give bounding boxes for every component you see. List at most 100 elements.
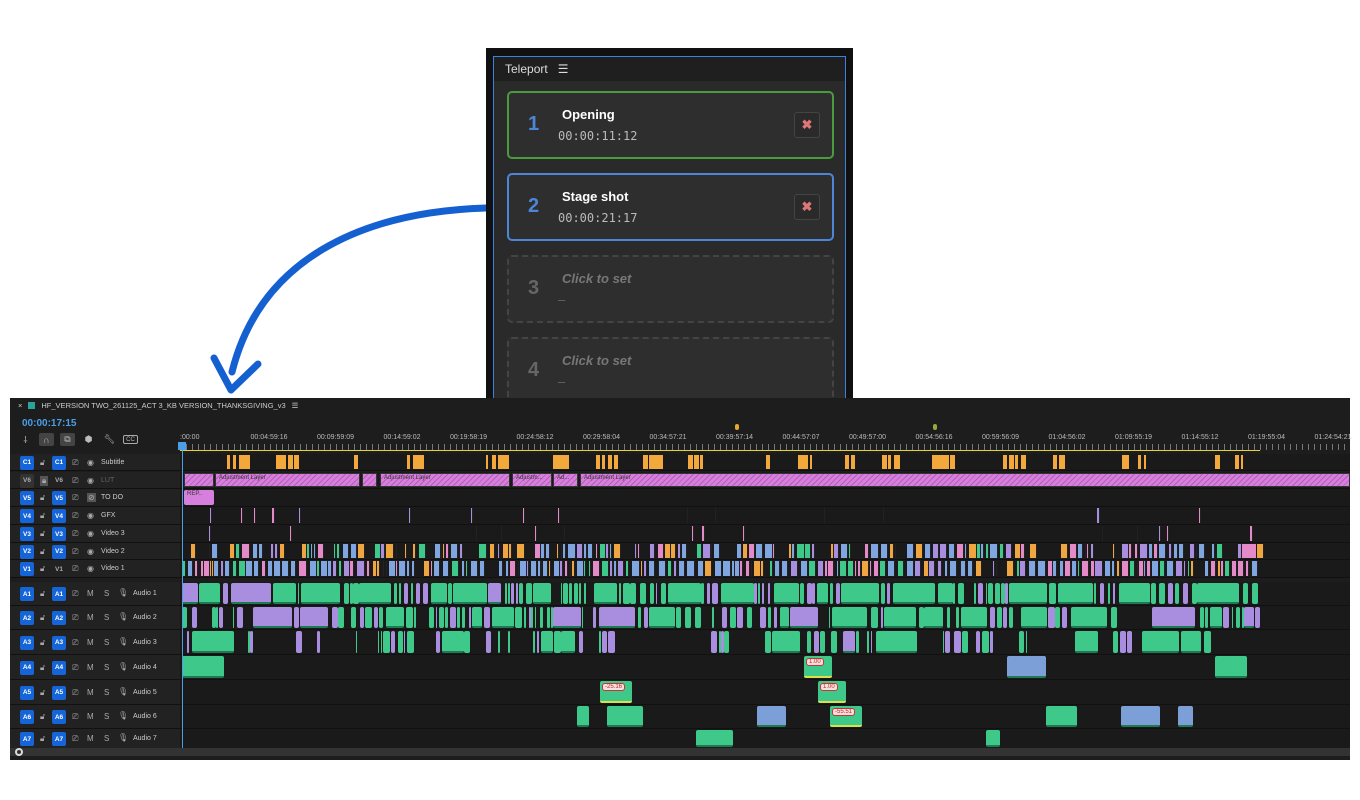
clip[interactable] [613, 544, 622, 558]
clip[interactable] [768, 607, 772, 628]
clip[interactable] [602, 455, 606, 469]
clip[interactable] [1118, 583, 1151, 604]
clip[interactable] [411, 561, 416, 576]
clip[interactable] [631, 561, 640, 576]
clip[interactable] [825, 561, 828, 576]
clip[interactable] [965, 544, 968, 558]
eye-icon[interactable]: ◉ [87, 529, 94, 538]
clip[interactable] [1223, 607, 1229, 628]
clip[interactable] [1159, 583, 1166, 604]
source-patch-v2[interactable]: V2 [20, 544, 34, 559]
clip[interactable] [273, 583, 297, 604]
clip[interactable] [722, 607, 728, 628]
linked-selection-icon[interactable]: ⧉ [60, 433, 75, 446]
solo-button[interactable]: S [104, 687, 110, 697]
source-patch-a4[interactable]: A4 [20, 660, 34, 675]
clip[interactable] [568, 544, 576, 558]
clip[interactable] [485, 455, 489, 469]
clip[interactable] [300, 607, 328, 628]
clip[interactable] [233, 455, 237, 469]
clip[interactable] [1191, 561, 1195, 576]
clip[interactable] [1149, 544, 1153, 558]
eye-icon[interactable]: ◉ [87, 457, 94, 467]
clip[interactable] [557, 508, 560, 523]
clip[interactable] [1175, 583, 1180, 604]
clip[interactable] [1143, 561, 1146, 576]
clip[interactable] [267, 561, 273, 576]
playhead-timecode[interactable]: 00:00:17:15 [22, 418, 77, 429]
clip[interactable] [232, 607, 235, 628]
clip[interactable] [675, 607, 682, 628]
unlock-icon[interactable]: 🔓︎ [40, 712, 46, 721]
clip[interactable] [230, 583, 272, 604]
clip[interactable] [887, 455, 892, 469]
clip[interactable] [563, 526, 566, 541]
clip[interactable] [294, 607, 300, 628]
clip[interactable] [695, 730, 734, 747]
clip[interactable] [1215, 656, 1248, 678]
clip[interactable] [813, 631, 820, 653]
sync-lock-icon[interactable]: ⎚ [72, 511, 79, 520]
clip[interactable] [985, 583, 988, 604]
clip[interactable] [980, 544, 984, 558]
clip[interactable] [596, 455, 600, 469]
clip[interactable] [182, 607, 188, 628]
clip[interactable] [667, 561, 672, 576]
clip[interactable] [593, 607, 597, 628]
clip[interactable] [1167, 526, 1169, 541]
clip[interactable] [353, 455, 358, 469]
clip[interactable] [695, 607, 702, 628]
clip[interactable] [293, 455, 299, 469]
clip[interactable] [668, 583, 701, 604]
clip[interactable] [961, 631, 968, 653]
clip[interactable] [834, 544, 840, 558]
clip[interactable] [711, 607, 714, 628]
clip[interactable] [531, 561, 538, 576]
microphone-icon[interactable]: 🎙︎ [118, 636, 129, 646]
clip[interactable] [828, 607, 830, 628]
clip[interactable] [211, 561, 214, 576]
clip[interactable] [702, 526, 705, 541]
clip[interactable] [674, 561, 678, 576]
clip[interactable] [258, 544, 263, 558]
clip[interactable] [599, 544, 606, 558]
eye-icon[interactable]: ◉ [87, 564, 94, 573]
clip[interactable] [502, 544, 509, 558]
clip[interactable] [459, 544, 464, 558]
clip[interactable] [617, 561, 624, 576]
clip[interactable] [866, 631, 870, 653]
clip[interactable] [848, 561, 854, 576]
clip[interactable] [1238, 561, 1245, 576]
clip[interactable] [915, 561, 922, 576]
clip[interactable] [398, 561, 406, 576]
clip[interactable] [350, 561, 354, 576]
clip[interactable] [1120, 706, 1161, 727]
clip[interactable] [945, 561, 948, 576]
clip[interactable] [850, 455, 856, 469]
clip[interactable] [1232, 561, 1237, 576]
hamburger-icon[interactable]: ☰ [557, 62, 569, 76]
clip[interactable] [517, 561, 520, 576]
clip[interactable] [887, 583, 890, 604]
clip[interactable] [816, 583, 828, 604]
clip[interactable] [1197, 583, 1239, 604]
microphone-icon[interactable]: 🎙︎ [118, 661, 129, 671]
clip[interactable] [1256, 544, 1264, 558]
clip[interactable] [253, 508, 256, 523]
eye-icon[interactable]: ◉ [87, 511, 94, 520]
clip[interactable] [560, 561, 563, 576]
unlock-icon[interactable]: 🔓︎ [40, 511, 46, 520]
clip[interactable] [1138, 455, 1141, 469]
track-target-v1[interactable]: V1 [55, 565, 63, 573]
sync-lock-icon[interactable]: ⎚ [72, 712, 79, 721]
clip[interactable] [823, 508, 826, 523]
clip[interactable] [220, 561, 224, 576]
unlock-icon[interactable]: 🔓︎ [40, 613, 46, 622]
clip[interactable] [976, 561, 983, 576]
clip[interactable] [1048, 607, 1055, 628]
time-ruler[interactable]: :00:00 00:04:59:16 00:09:59:09 00:14:59:02 0… [180, 424, 1351, 452]
track-content[interactable]: -25.16 1.00 [182, 681, 1350, 703]
clip[interactable] [1152, 561, 1159, 576]
clip[interactable] [506, 561, 509, 576]
wrench-icon[interactable]: 🔧︎ [103, 434, 116, 444]
